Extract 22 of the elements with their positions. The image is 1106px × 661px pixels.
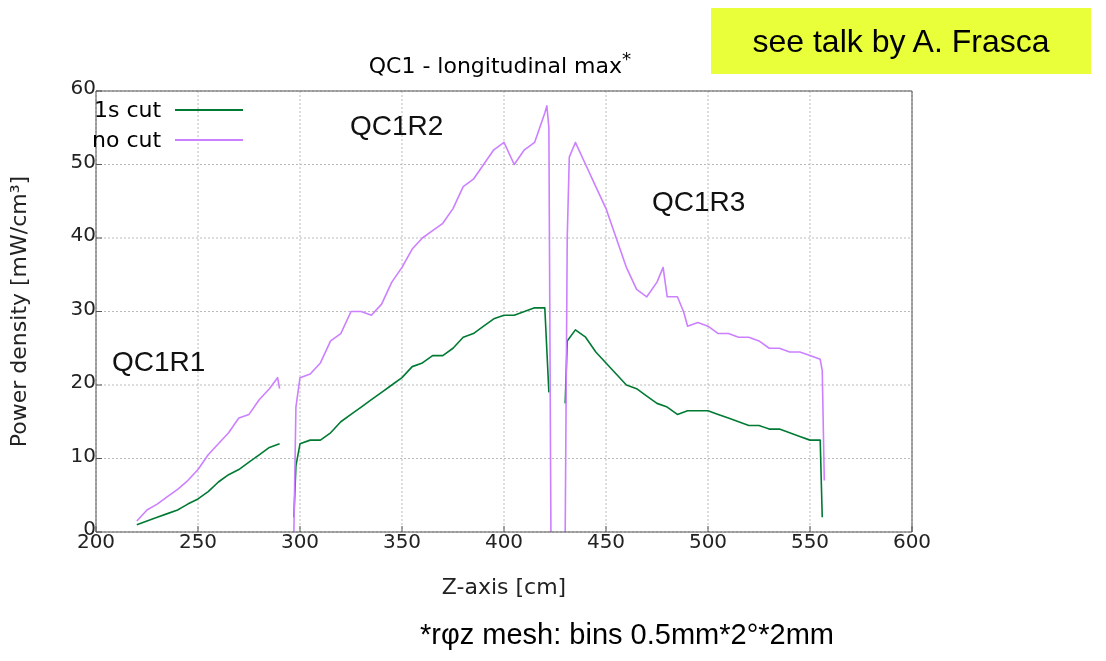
annotation: QC1R1 (112, 346, 206, 378)
chart-title: QC1 - longitudinal max$^{*}$ (368, 48, 632, 79)
x-tick-label: 400 (484, 529, 524, 554)
y-tick-label: 10 (70, 442, 96, 467)
x-tick-label: 550 (790, 529, 830, 554)
y-tick-label: 30 (70, 295, 96, 320)
y-tick-label: 40 (70, 222, 96, 247)
x-axis-title: Z-axis [cm] (441, 574, 567, 599)
x-tick-label: 300 (280, 529, 320, 554)
x-tick-label: 600 (892, 529, 932, 554)
y-tick-label: 60 (70, 75, 96, 100)
text: see talk by A. Frasca (711, 8, 1091, 74)
x-tick-label: 250 (178, 529, 218, 554)
y-tick-label: 20 (70, 369, 96, 394)
annotation: QC1R3 (652, 186, 746, 218)
text: *rφz mesh: bins 0.5mm*2°*2mm (420, 618, 834, 651)
legend-label: 1s cut (93, 96, 162, 124)
x-tick-label: 450 (586, 529, 626, 554)
x-tick-label: 350 (382, 529, 422, 554)
annotation: QC1R2 (350, 110, 444, 142)
x-tick-label: 500 (688, 529, 728, 554)
y-axis-title: Power density [mW/cm³] (5, 175, 31, 448)
